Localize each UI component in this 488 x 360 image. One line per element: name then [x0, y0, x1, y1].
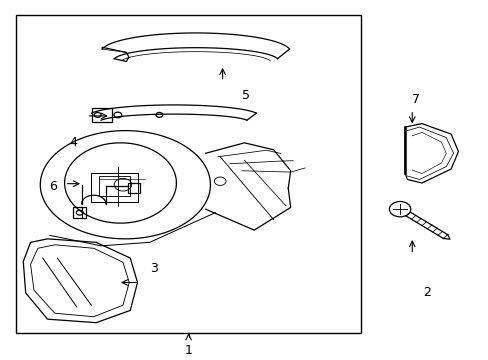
Text: 4: 4 [69, 136, 77, 149]
Text: 6: 6 [49, 180, 57, 193]
Text: 7: 7 [411, 93, 419, 106]
Text: 2: 2 [422, 286, 430, 299]
Bar [73, 207, 86, 218]
Bar [16, 15, 361, 333]
Bar [127, 183, 140, 193]
Bar [91, 172, 137, 202]
Text: 3: 3 [149, 262, 157, 275]
Bar [91, 108, 112, 122]
Bar [99, 176, 130, 196]
Text: 5: 5 [242, 89, 249, 102]
Text: 1: 1 [184, 344, 192, 357]
